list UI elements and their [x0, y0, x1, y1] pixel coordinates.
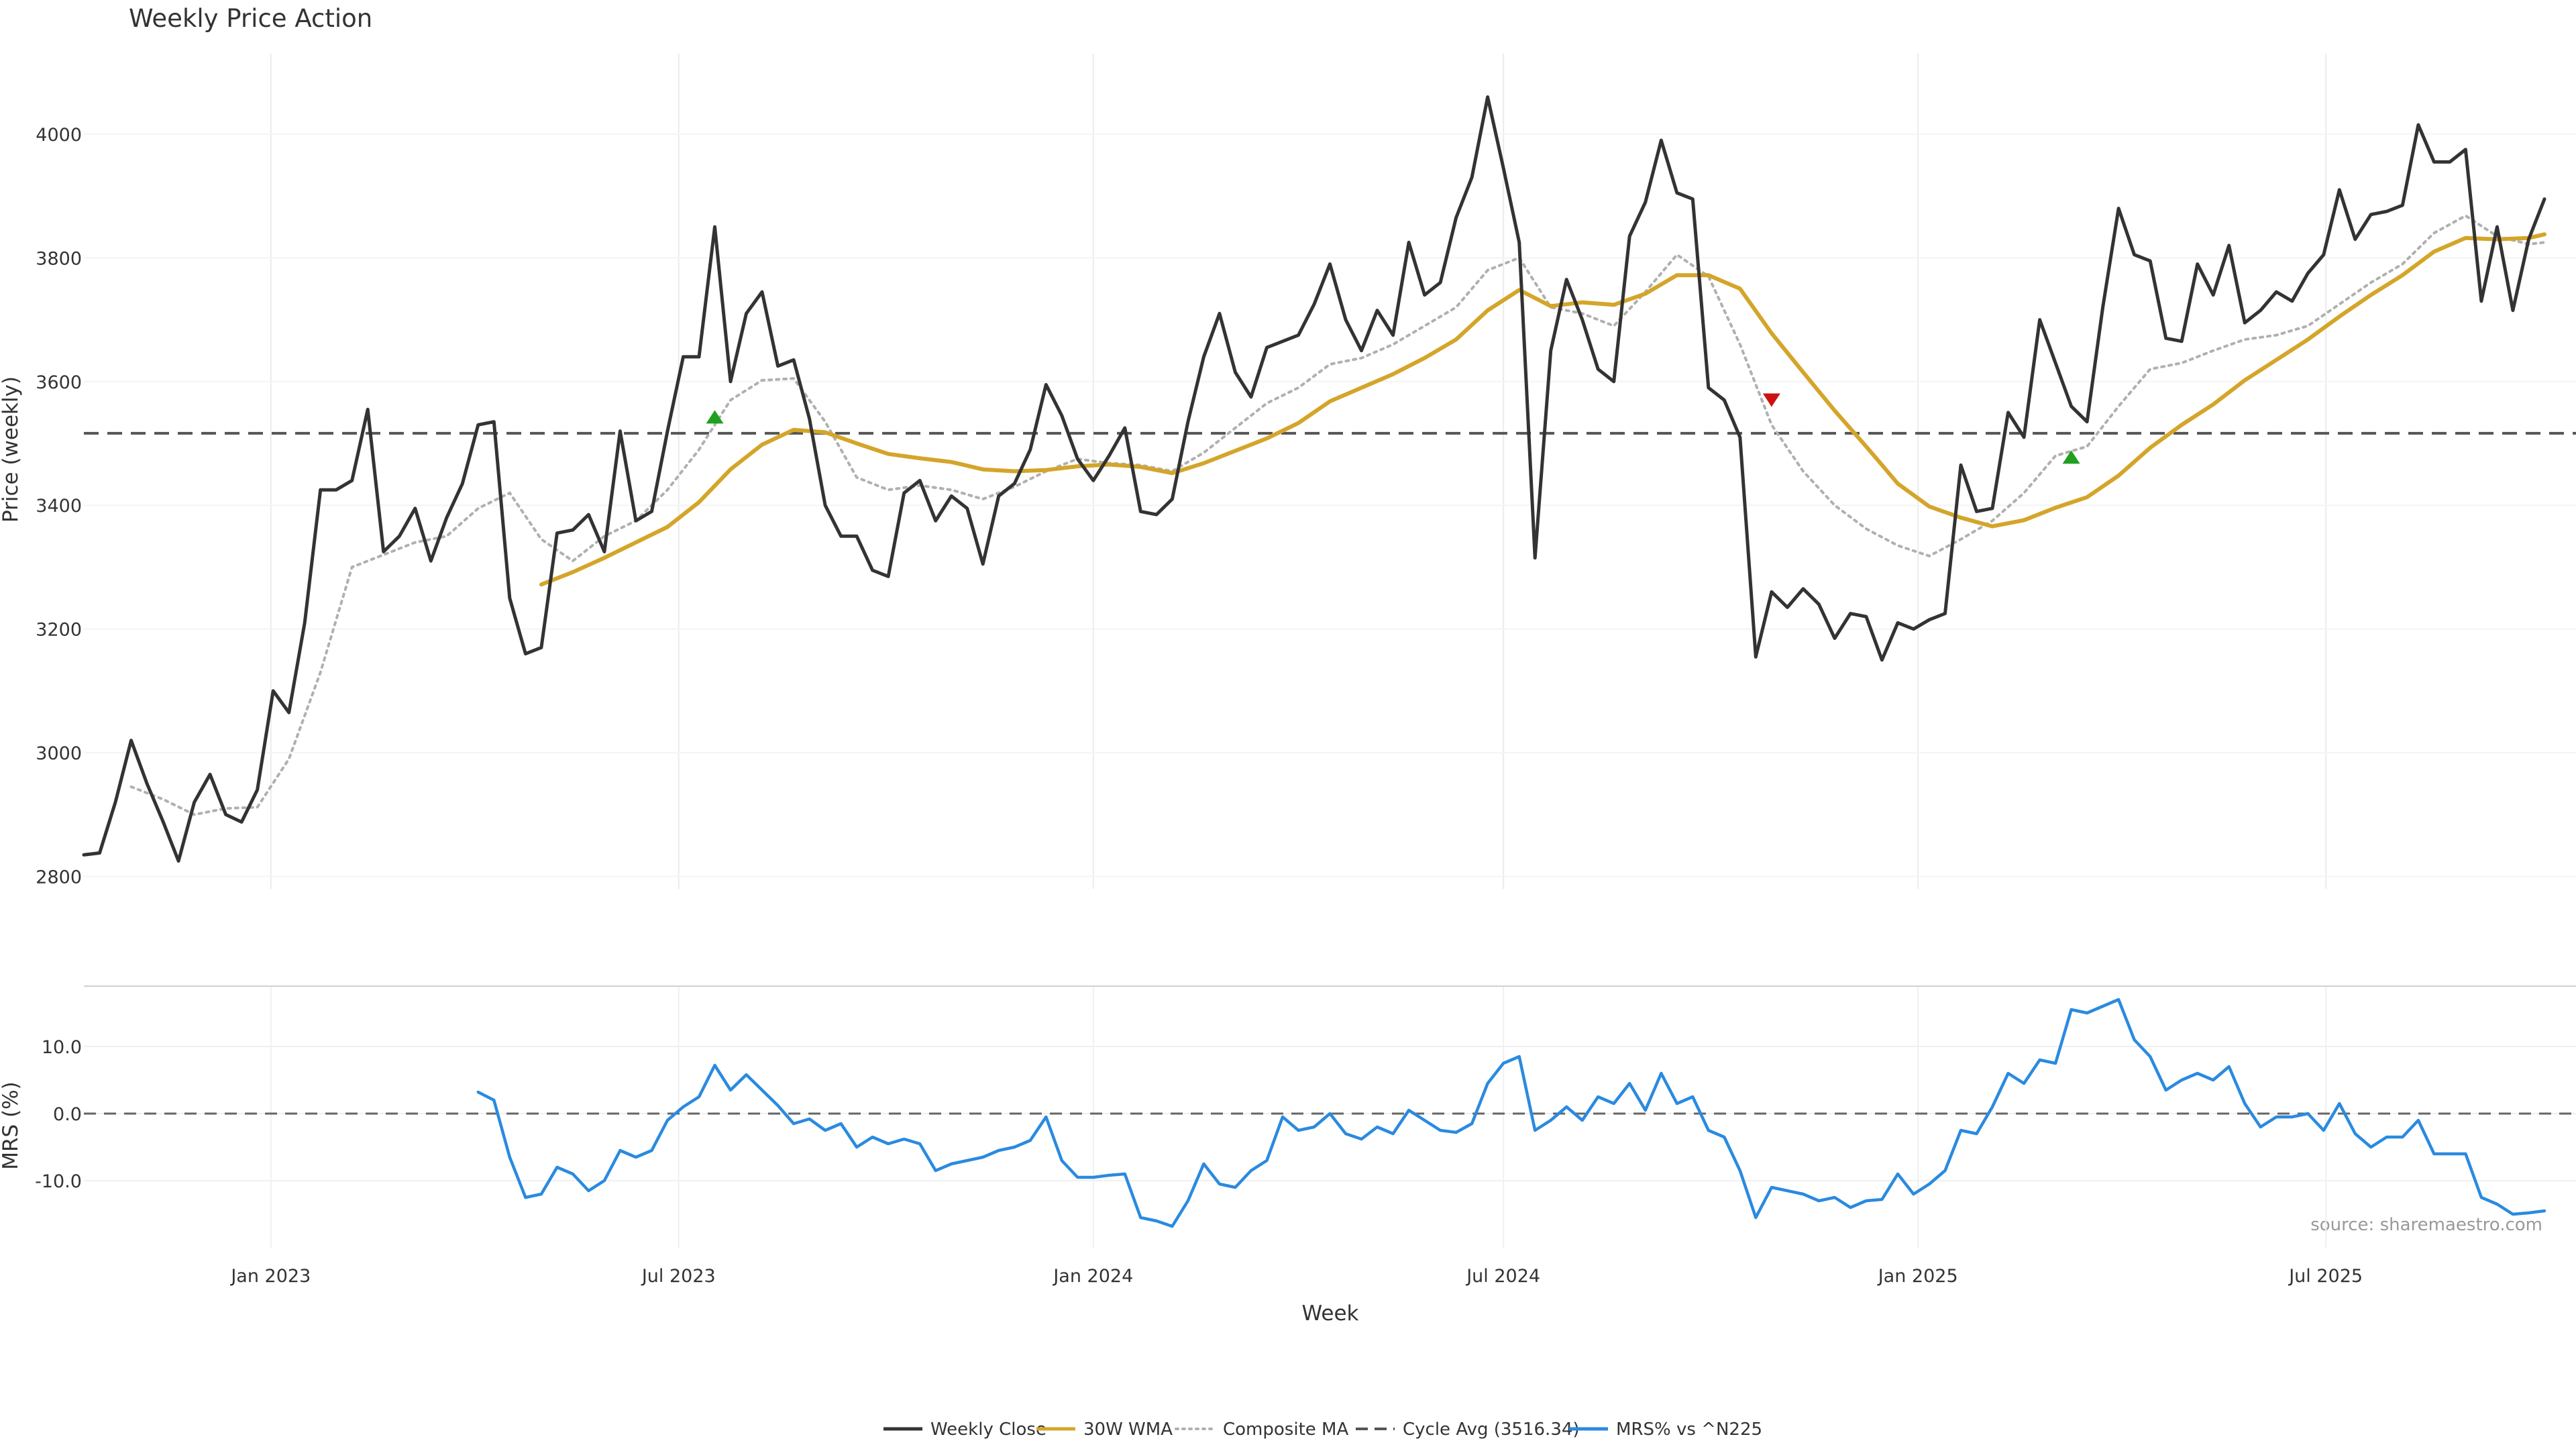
price-y-tick-label: 3400	[36, 496, 82, 517]
x-tick-label: Jan 2024	[1052, 1266, 1133, 1287]
mrs-y-tick-label: -10.0	[35, 1171, 82, 1192]
legend-label: Weekly Close	[930, 1419, 1046, 1440]
price-y-tick-label: 3200	[36, 620, 82, 641]
legend-label: 30W WMA	[1083, 1419, 1173, 1440]
legend-label: MRS% vs ^N225	[1616, 1419, 1762, 1440]
mrs-y-tick-label: 0.0	[53, 1104, 82, 1125]
x-tick-label: Jan 2025	[1877, 1266, 1958, 1287]
chart-title: Weekly Price Action	[129, 4, 372, 33]
price-y-tick-label: 3000	[36, 743, 82, 764]
x-tick-label: Jul 2023	[641, 1266, 716, 1287]
mrs-vs-n225-line	[476, 998, 2546, 1228]
buy-signal-marker	[706, 410, 724, 424]
buy-signal-marker	[2062, 450, 2080, 464]
x-tick-label: Jan 2023	[229, 1266, 311, 1287]
price-y-tick-label: 3800	[36, 248, 82, 269]
x-axis-label: Week	[1302, 1301, 1359, 1326]
weekly-close-line	[82, 95, 2546, 863]
mrs-axis-label: MRS (%)	[0, 1081, 23, 1169]
composite-ma-line	[129, 214, 2546, 816]
price-y-tick-label: 2800	[36, 867, 82, 888]
price-axis-label: Price (weekly)	[0, 376, 23, 523]
price-y-tick-label: 3600	[36, 372, 82, 393]
sell-signal-marker	[1762, 393, 1780, 407]
legend-label: Composite MA	[1223, 1419, 1348, 1440]
mrs-y-tick-label: 10.0	[42, 1037, 82, 1058]
30w-wma-line	[539, 232, 2546, 587]
price-y-tick-label: 4000	[36, 125, 82, 146]
x-tick-label: Jul 2024	[1465, 1266, 1540, 1287]
source-note: source: sharemaestro.com	[2310, 1215, 2542, 1235]
x-tick-label: Jul 2025	[2288, 1266, 2363, 1287]
legend-label: Cycle Avg (3516.34)	[1403, 1419, 1580, 1440]
